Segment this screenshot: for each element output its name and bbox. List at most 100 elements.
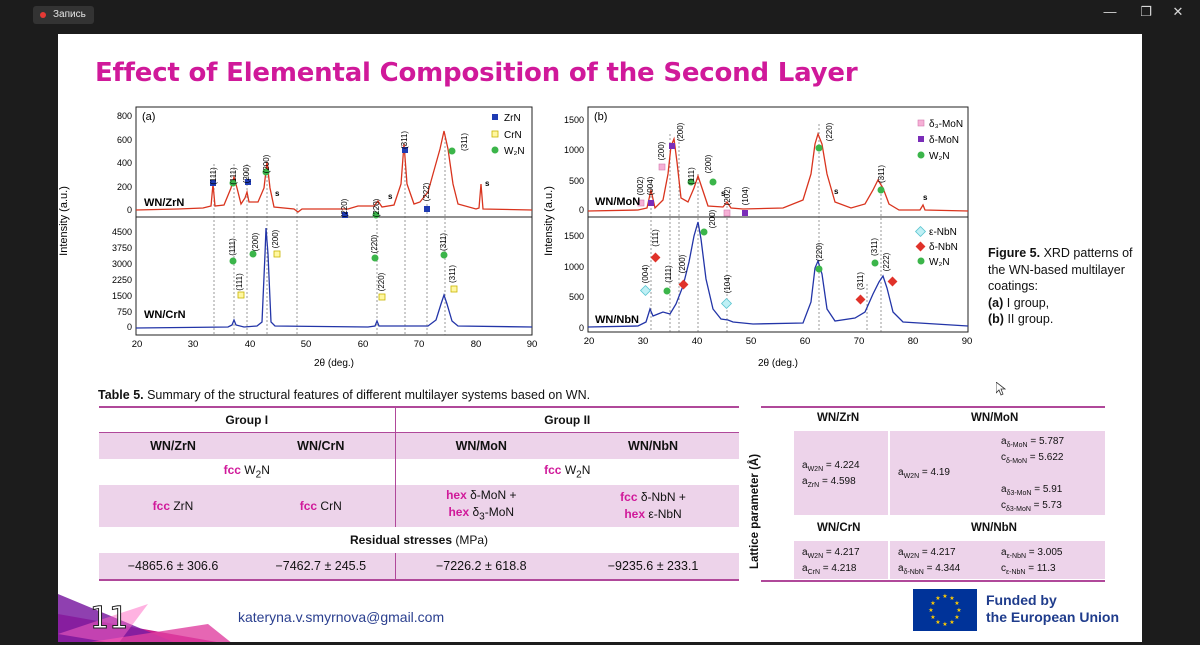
recording-badge[interactable]: Запись [33, 6, 94, 24]
svg-text:ZrN: ZrN [504, 113, 521, 124]
svg-text:(311): (311) [400, 131, 409, 149]
markers-b-bottom [639, 228, 898, 310]
reference-lines-b [650, 124, 882, 332]
figure-caption: Figure 5. XRD patterns of the WN-based m… [988, 246, 1133, 326]
markers-a-bottom [229, 250, 458, 301]
svg-text:(200): (200) [678, 254, 687, 273]
svg-text:200: 200 [117, 182, 132, 192]
svg-text:★: ★ [930, 600, 935, 607]
svg-text:(311): (311) [448, 265, 457, 283]
svg-text:3750: 3750 [112, 243, 132, 253]
phase-mon: hex δ-MoN + hex δ3-MoN [395, 485, 568, 527]
miller-labels-a-top: (111) (111) (200) (200) (220) (220) (311… [209, 131, 469, 218]
svg-text:★: ★ [928, 607, 933, 614]
svg-text:(200): (200) [262, 154, 271, 173]
reference-lines-a [213, 134, 446, 335]
legend-b-bottom: ε-NbN δ-NbN W₂N [914, 225, 958, 268]
svg-text:δ₃-MoN: δ₃-MoN [929, 119, 963, 130]
minimize-button[interactable]: — [1103, 4, 1117, 19]
table-rule-top [761, 406, 1105, 408]
svg-text:s: s [923, 193, 928, 202]
svg-text:(311): (311) [439, 233, 448, 251]
svg-text:500: 500 [569, 176, 584, 186]
svg-text:(111): (111) [651, 229, 660, 247]
lattice-header-wn-mon: WN/MoN [971, 412, 1019, 424]
sample-label-wn-crn: WN/CrN [144, 309, 186, 321]
lattice-crn-values: aW2N = 4.217 aCrN = 4.218 [802, 547, 860, 576]
svg-text:(200): (200) [676, 122, 685, 141]
legend-b-top: δ₃-MoN δ-MoN W₂N [917, 119, 963, 162]
lattice-header-wn-crn: WN/CrN [817, 522, 861, 534]
svg-text:(220): (220) [370, 234, 379, 253]
panel-label-a: (a) [142, 111, 155, 123]
lattice-nbn-right-values: aε-NbN = 3.005 cε-NbN = 11.3 [1001, 547, 1063, 576]
miller-labels-b-bottom: (004) (111) (111) (200) (200) (104) (220… [641, 209, 891, 293]
svg-text:(311): (311) [856, 272, 865, 290]
panel-label-b: (b) [594, 111, 607, 123]
y-ticks-a-bottom: 0 750 1500 2250 3000 3750 4500 [112, 227, 132, 332]
table-caption: Table 5. Summary of the structural featu… [98, 388, 591, 402]
svg-text:1500: 1500 [564, 115, 584, 125]
residual-stress-wn-zrn: −4865.6 ± 306.6 [99, 553, 247, 581]
sample-label-wn-zrn: WN/ZrN [144, 197, 184, 209]
svg-text:1000: 1000 [564, 145, 584, 155]
svg-text:(202): (202) [723, 186, 732, 205]
svg-text:★: ★ [949, 619, 954, 626]
svg-text:(311): (311) [870, 238, 879, 256]
close-button[interactable]: ✕ [1172, 4, 1184, 19]
svg-text:800: 800 [117, 111, 132, 121]
phase-group-i: fcc W2N [99, 459, 396, 485]
x-ticks-a: 20 30 40 50 60 70 80 90 [132, 339, 538, 350]
svg-text:(111): (111) [209, 167, 218, 185]
svg-text:(104): (104) [741, 186, 750, 205]
svg-text:0: 0 [579, 323, 584, 333]
markers-a-top [210, 147, 456, 219]
svg-text:500: 500 [569, 292, 584, 302]
x-axis-label-a: 2θ (deg.) [314, 358, 354, 369]
svg-text:1000: 1000 [564, 262, 584, 272]
recording-dot-icon [40, 12, 46, 18]
svg-text:(111): (111) [687, 167, 696, 185]
svg-text:20: 20 [584, 336, 595, 347]
lattice-cell-wn-nbn [890, 541, 1105, 579]
svg-text:s: s [275, 189, 280, 198]
svg-text:(200): (200) [271, 229, 280, 248]
eu-flag-icon: ★ ★★★ ★★★★ ★★★★ [913, 589, 977, 631]
y-ticks-b-top: 0 500 1000 1500 [564, 115, 584, 215]
svg-text:(220): (220) [340, 198, 349, 217]
y-ticks-b-bottom: 0 500 1000 1500 [564, 231, 584, 333]
recording-label: Запись [53, 9, 86, 20]
svg-text:40: 40 [245, 339, 256, 350]
svg-text:s: s [388, 192, 393, 201]
lattice-mon-w2n-value: aW2N = 4.19 [898, 467, 950, 480]
svg-text:(111): (111) [664, 265, 673, 283]
contact-email[interactable]: kateryna.v.smyrnova@gmail.com [238, 609, 445, 625]
svg-text:20: 20 [132, 339, 143, 350]
col-header-wn-zrn: WN/ZrN [99, 432, 247, 459]
x-ticks-b: 20 30 40 50 60 70 80 90 [584, 336, 973, 347]
restore-button[interactable]: ❐ [1140, 4, 1152, 19]
svg-text:δ-MoN: δ-MoN [929, 135, 959, 146]
svg-text:0: 0 [127, 205, 132, 215]
svg-text:80: 80 [908, 336, 919, 347]
phase-nbn: fcc δ-NbN + hex ε-NbN [567, 485, 740, 527]
substrate-marks-a: s s s [275, 179, 490, 201]
y-axis-label-b: Intensity (a.u.) [543, 186, 555, 256]
col-header-wn-nbn: WN/NbN [567, 432, 740, 459]
svg-text:90: 90 [527, 339, 538, 350]
svg-text:★: ★ [954, 600, 959, 607]
svg-text:(111): (111) [228, 238, 237, 256]
svg-text:s: s [721, 189, 726, 198]
structural-features-table: Group I Group II WN/ZrN WN/CrN WN/MoN WN… [99, 406, 740, 581]
svg-text:(220): (220) [377, 272, 386, 291]
svg-text:1500: 1500 [564, 231, 584, 241]
panel-b-frame [587, 106, 969, 333]
svg-text:0: 0 [579, 205, 584, 215]
phase-crn: fcc CrN [247, 485, 396, 527]
svg-text:(200): (200) [704, 154, 713, 173]
svg-text:(004): (004) [641, 264, 650, 283]
svg-text:W₂N: W₂N [929, 151, 950, 162]
xrd-figure-b: Intensity (a.u.) (b) 0 500 1000 1500 0 5… [543, 106, 973, 369]
lattice-header-wn-nbn: WN/NbN [971, 522, 1017, 534]
